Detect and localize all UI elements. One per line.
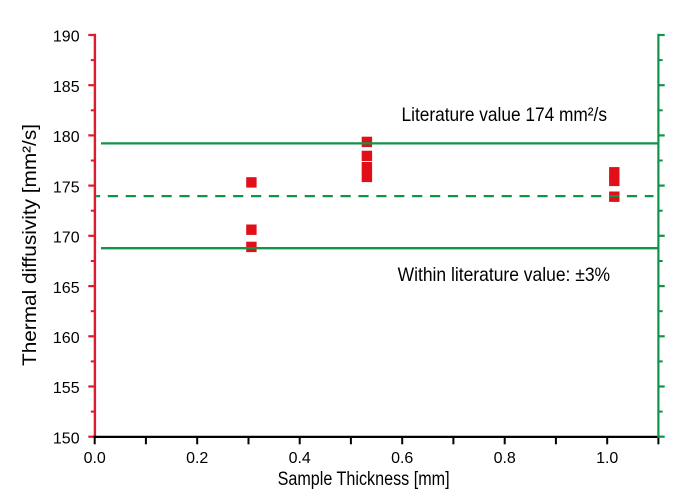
svg-text:150: 150 <box>53 430 80 447</box>
svg-text:0.6: 0.6 <box>391 450 413 467</box>
svg-text:190: 190 <box>53 29 80 46</box>
svg-text:180: 180 <box>53 129 80 146</box>
svg-text:160: 160 <box>53 330 80 347</box>
svg-text:Literature value 174 mm²/s: Literature value 174 mm²/s <box>402 104 608 126</box>
svg-text:155: 155 <box>53 380 80 397</box>
svg-text:Thermal diffusivity [mm²/s]: Thermal diffusivity [mm²/s] <box>20 124 41 366</box>
svg-text:175: 175 <box>53 179 80 196</box>
svg-text:1.0: 1.0 <box>596 450 618 467</box>
svg-text:0.0: 0.0 <box>84 450 106 467</box>
svg-text:165: 165 <box>53 280 80 297</box>
svg-text:170: 170 <box>53 230 80 247</box>
svg-text:185: 185 <box>53 79 80 96</box>
svg-text:0.4: 0.4 <box>289 450 311 467</box>
svg-text:Sample Thickness [mm]: Sample Thickness [mm] <box>278 469 450 490</box>
svg-text:0.2: 0.2 <box>186 450 208 467</box>
svg-text:0.8: 0.8 <box>494 450 516 467</box>
svg-text:Within literature value: ±3%: Within literature value: ±3% <box>398 264 610 286</box>
